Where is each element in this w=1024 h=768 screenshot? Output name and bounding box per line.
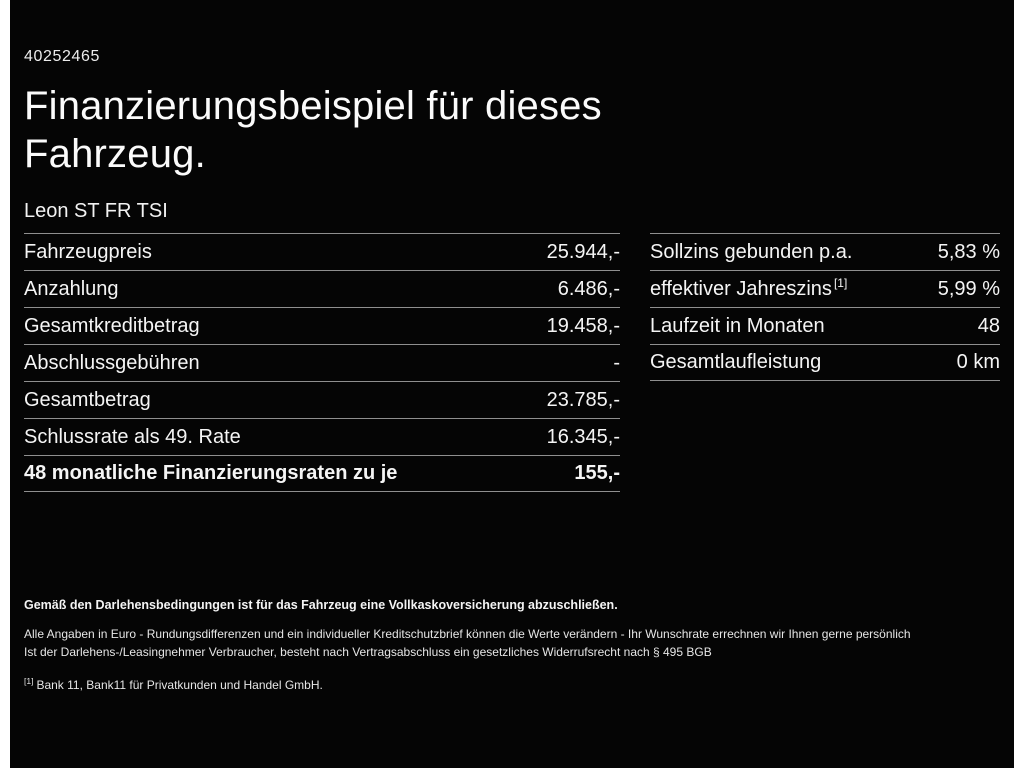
footnote-marker: [1]	[24, 676, 34, 686]
row-value: 48	[977, 314, 1000, 337]
footer-disclaimer-1: Alle Angaben in Euro - Rundungsdifferenz…	[24, 627, 911, 641]
row-value: 5,99 %	[937, 277, 1000, 300]
finance-table-right: Sollzins gebunden p.a. 5,83 % effektiver…	[650, 233, 1000, 381]
row-label: Sollzins gebunden p.a.	[650, 240, 853, 263]
footnote-ref: [1]	[833, 275, 848, 290]
row-gesamtkreditbetrag: Gesamtkreditbetrag 19.458,-	[24, 307, 620, 344]
footer-insurance-note: Gemäß den Darlehensbedingungen ist für d…	[24, 598, 618, 612]
document-id: 40252465	[24, 48, 100, 65]
finance-table-left: Fahrzeugpreis 25.944,- Anzahlung 6.486,-…	[24, 233, 620, 492]
row-label: Schlussrate als 49. Rate	[24, 425, 241, 448]
footer-footnote: [1] Bank 11, Bank11 für Privatkunden und …	[24, 676, 1000, 692]
row-label: Gesamtlaufleistung	[650, 351, 822, 373]
page-title-line1: Finanzierungsbeispiel für dieses	[24, 84, 602, 128]
row-value: -	[613, 351, 620, 374]
row-laufzeit: Laufzeit in Monaten 48	[650, 307, 1000, 344]
row-effektiver-jahreszins: effektiver Jahreszins [1] 5,99 %	[650, 270, 1000, 307]
page-title: Finanzierungsbeispiel für dieses Fahrzeug…	[24, 82, 1000, 178]
row-value: 6.486,-	[557, 277, 620, 300]
row-label: Anzahlung	[24, 277, 119, 300]
row-label: Abschlussgebühren	[24, 351, 200, 374]
footer-disclaimer-2: Ist der Darlehens-/Leasingnehmer Verbrau…	[24, 645, 712, 659]
row-value: 25.944,-	[546, 240, 620, 263]
page-title-line2: Fahrzeug.	[24, 132, 206, 176]
row-label: Gesamtkreditbetrag	[24, 314, 200, 337]
row-value: 23.785,-	[546, 388, 620, 411]
finance-tables: Fahrzeugpreis 25.944,- Anzahlung 6.486,-…	[24, 233, 1000, 492]
row-label-text: effektiver Jahreszins	[650, 277, 832, 300]
row-schlussrate: Schlussrate als 49. Rate 16.345,-	[24, 418, 620, 455]
row-label: effektiver Jahreszins [1]	[650, 275, 848, 301]
row-label: Fahrzeugpreis	[24, 240, 152, 263]
row-label: Laufzeit in Monaten	[650, 314, 825, 337]
row-gesamtbetrag: Gesamtbetrag 23.785,-	[24, 381, 620, 418]
row-value: 19.458,-	[546, 314, 620, 337]
finance-sheet-content: 40252465 Finanzierungsbeispiel für diese…	[10, 0, 1014, 768]
row-gesamtlaufleistung: Gesamtlaufleistung 0 km	[650, 344, 1000, 381]
row-value: 16.345,-	[546, 425, 620, 448]
vehicle-name: Leon ST FR TSI	[24, 200, 168, 222]
footnote-text: Bank 11, Bank11 für Privatkunden und Han…	[36, 678, 323, 692]
row-abschlussgebuehren: Abschlussgebühren -	[24, 344, 620, 381]
row-value: 155,-	[574, 462, 620, 484]
row-label: Gesamtbetrag	[24, 388, 151, 411]
row-sollzins: Sollzins gebunden p.a. 5,83 %	[650, 233, 1000, 270]
row-label: 48 monatliche Finanzierungsraten zu je	[24, 462, 398, 484]
row-fahrzeugpreis: Fahrzeugpreis 25.944,-	[24, 233, 620, 270]
row-monatliche-rate: 48 monatliche Finanzierungsraten zu je 1…	[24, 455, 620, 492]
row-anzahlung: Anzahlung 6.486,-	[24, 270, 620, 307]
legal-footer: Gemäß den Darlehensbedingungen ist für d…	[24, 598, 1000, 692]
row-value: 0 km	[956, 351, 1000, 373]
row-value: 5,83 %	[937, 240, 1000, 263]
